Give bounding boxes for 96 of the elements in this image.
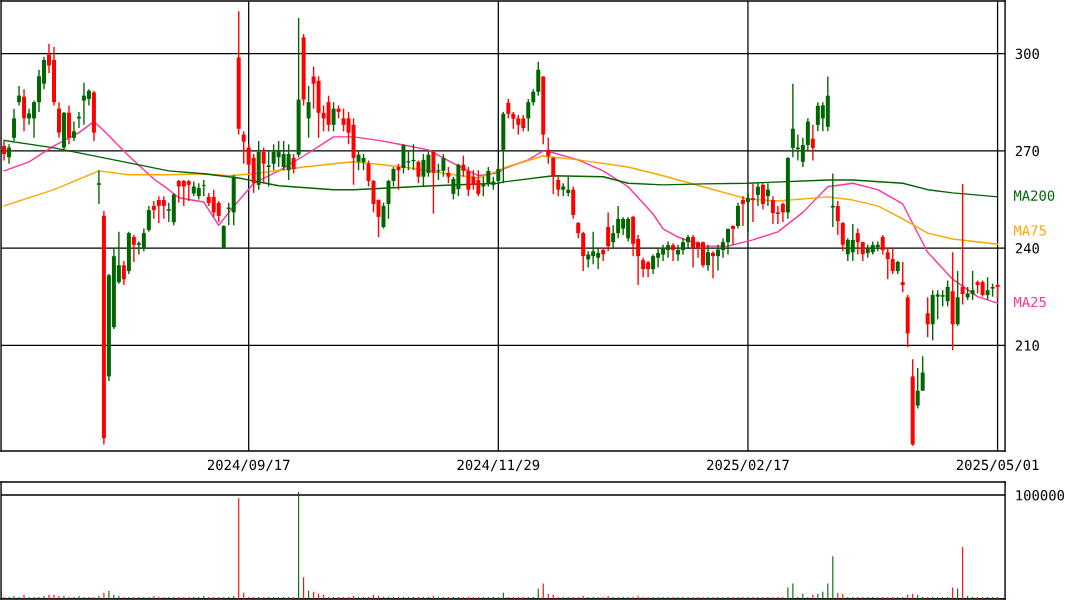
candlestick — [326, 94, 331, 133]
x-tick-label: 2024/09/17 — [207, 459, 290, 472]
candlestick — [835, 200, 840, 236]
candlestick — [880, 234, 885, 256]
candlestick — [611, 224, 616, 249]
candlestick — [71, 120, 76, 142]
candlestick — [151, 200, 156, 220]
line-series — [3, 120, 999, 304]
candlestick — [800, 137, 805, 168]
candlestick — [850, 223, 855, 262]
candlestick — [720, 237, 725, 259]
candlestick — [671, 242, 676, 262]
candlestick — [306, 85, 311, 139]
candlestick — [496, 163, 501, 184]
x-tick-label: 2025/05/01 — [956, 459, 1039, 472]
candlestick — [760, 182, 765, 210]
candlestick — [641, 257, 646, 278]
candlestick — [286, 143, 291, 181]
candlestick — [266, 150, 271, 188]
candlestick — [381, 201, 386, 230]
candlestick — [131, 234, 136, 263]
y-tick-label: 300 — [1015, 48, 1039, 60]
candlestick — [805, 117, 810, 152]
candlestick — [581, 231, 586, 272]
candlestick — [725, 227, 730, 256]
candlestick — [17, 85, 22, 107]
candlestick — [556, 176, 561, 197]
candlestick — [855, 227, 860, 256]
candlestick — [730, 224, 735, 246]
x-tick-label: 2025/02/17 — [707, 459, 789, 472]
candlestick — [416, 159, 421, 184]
candlestick — [96, 169, 101, 205]
candlestick — [331, 101, 336, 133]
series-label: MA75 — [1013, 225, 1046, 236]
candlestick — [900, 261, 905, 293]
candlestick — [915, 367, 920, 410]
candlestick — [745, 192, 750, 233]
candlestick — [431, 150, 436, 215]
candlestick — [22, 88, 27, 133]
candlestick — [216, 200, 221, 223]
candlestick — [885, 247, 890, 280]
candlestick — [56, 101, 61, 139]
candlestick — [735, 201, 740, 230]
candlestick — [716, 244, 720, 272]
candlestick — [2, 140, 7, 162]
candlestick — [546, 137, 551, 165]
y-tick-label: 240 — [1015, 243, 1039, 254]
y-tick-label: 100000 — [1016, 490, 1065, 501]
candlestick — [651, 253, 656, 275]
x-tick-label: 2024/11/29 — [457, 459, 540, 472]
candlestick — [261, 146, 266, 184]
candlestick — [466, 166, 471, 197]
candlestick — [366, 159, 371, 188]
candlestick — [676, 244, 681, 262]
candlestick — [391, 166, 396, 188]
candlestick — [890, 247, 895, 275]
candlestick — [740, 195, 745, 227]
candlestick — [840, 221, 845, 252]
candlestick — [780, 201, 785, 223]
candlestick — [601, 247, 606, 262]
candlestick — [506, 98, 511, 120]
candlestick — [945, 279, 950, 308]
candlestick — [146, 205, 151, 233]
candlestick — [606, 211, 611, 252]
candlestick — [7, 143, 12, 165]
candlestick — [920, 355, 925, 392]
candlestick — [790, 82, 795, 158]
candlestick — [985, 276, 990, 301]
candlestick — [396, 163, 401, 191]
candlestick — [925, 296, 930, 338]
candlestick — [750, 182, 755, 223]
candlestick — [421, 153, 426, 188]
candlestick — [706, 244, 711, 272]
candlestick — [711, 250, 715, 279]
series-label: MA200 — [1013, 190, 1055, 201]
candlestick — [371, 179, 376, 214]
candlestick — [186, 179, 191, 202]
series-label: MA25 — [1013, 296, 1046, 308]
candlestick — [526, 98, 531, 133]
candlestick — [616, 205, 621, 240]
candlestick — [121, 260, 126, 286]
candlestick — [810, 124, 815, 162]
candlestick — [536, 60, 541, 97]
candlestick — [691, 234, 696, 269]
candlestick — [291, 153, 296, 175]
candlestick — [551, 156, 556, 195]
candlestick — [960, 183, 965, 306]
candlestick — [401, 143, 406, 175]
candlestick — [161, 195, 166, 220]
candlestick — [241, 130, 246, 165]
candlestick — [141, 227, 146, 252]
y-tick-label: 210 — [1015, 340, 1039, 351]
y-tick-label: 270 — [1015, 145, 1039, 157]
candlestick — [486, 166, 491, 188]
candlestick — [461, 154, 466, 178]
candlestick — [970, 270, 975, 301]
